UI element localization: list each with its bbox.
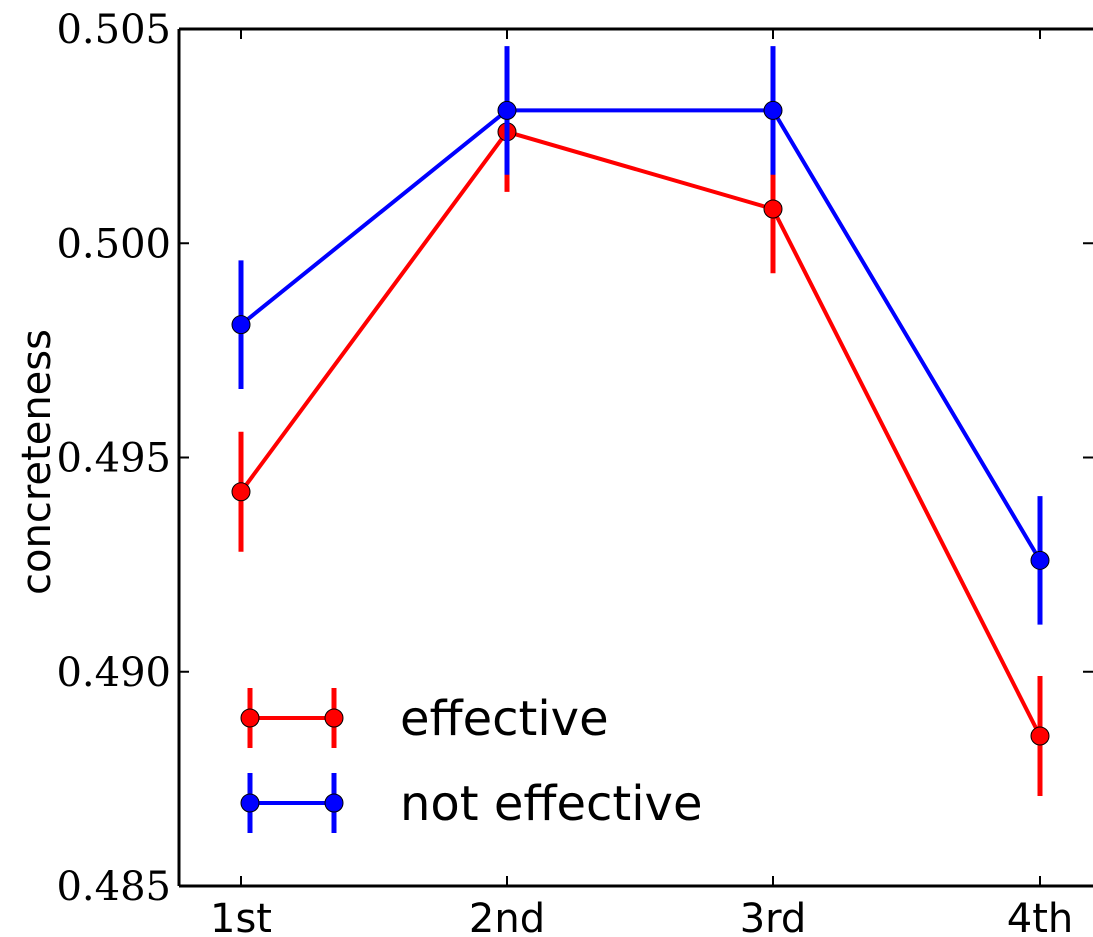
y-axis-label: concreteness [14,329,60,595]
data-point-not-effective [231,315,251,335]
legend-label-not-effective: not effective [400,776,702,832]
data-point-effective [763,199,783,219]
x-tick-label: 3rd [740,896,807,937]
legend-marker-effective [324,708,344,728]
data-point-effective [231,482,251,502]
legend-label-effective: effective [400,691,609,747]
series-line-not-effective [239,108,1042,562]
legend-marker-not-effective [240,793,260,813]
legend-marker-effective [240,708,260,728]
data-point-not-effective [1030,550,1050,570]
data-point-not-effective [497,100,517,120]
data-point-not-effective [763,100,783,120]
y-tick-label: 0.500 [56,221,171,267]
y-tick-label: 0.485 [56,864,171,910]
data-point-effective [1030,726,1050,746]
y-tick-label: 0.490 [56,650,171,696]
plot-area: 0.485 0.490 0.495 0.500 0.505 1st 2nd 3rd 4th eff… [56,7,1093,937]
x-tick-label: 1st [210,896,272,937]
x-tick-label: 2nd [469,896,545,937]
x-tick-label: 4th [1007,896,1073,937]
legend-marker-not-effective [324,793,344,813]
y-tick-label: 0.505 [56,7,171,53]
series-line-effective [239,129,1042,737]
y-tick-label: 0.495 [56,436,171,482]
